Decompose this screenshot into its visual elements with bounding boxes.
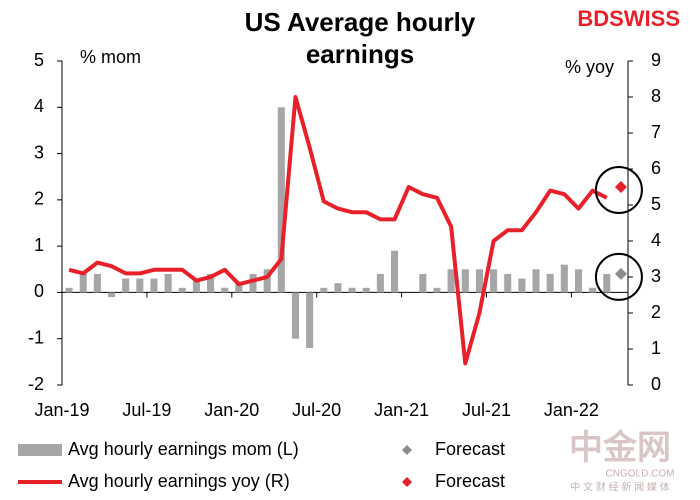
bar <box>164 273 172 293</box>
bar <box>419 273 427 293</box>
y-tick-label: 4 <box>34 96 44 116</box>
bar <box>461 269 469 293</box>
bar <box>390 250 399 293</box>
bar <box>207 273 215 293</box>
y-tick-label: -2 <box>28 374 44 394</box>
bar <box>504 273 512 293</box>
forecast-marker <box>614 181 627 193</box>
x-tick-label: Jan-22 <box>544 400 599 420</box>
legend-label: Avg hourly earnings mom (L) <box>68 439 299 459</box>
y-tick-label: -1 <box>28 327 44 347</box>
bar <box>490 269 498 293</box>
x-tick-label: Jul-19 <box>122 400 171 420</box>
bar <box>433 287 441 293</box>
y2-axis-label: % yoy <box>565 57 614 77</box>
forecast-marker <box>614 267 627 280</box>
bar <box>603 273 611 293</box>
bar <box>320 287 328 293</box>
bar <box>263 269 271 293</box>
bar <box>334 283 342 293</box>
bar <box>150 278 158 293</box>
legend-label: Forecast <box>435 439 505 459</box>
bar <box>277 107 285 293</box>
bar <box>376 273 384 293</box>
bar <box>235 283 243 293</box>
bar <box>178 287 186 293</box>
bar <box>560 264 568 293</box>
watermark: CNGOLD.COM <box>606 469 675 480</box>
bar <box>532 269 540 293</box>
legend-swatch <box>18 444 62 456</box>
bar <box>574 269 583 293</box>
legend-swatch <box>402 477 412 487</box>
watermark: 中金网 <box>569 428 671 467</box>
y2-tick-label: 3 <box>651 266 661 286</box>
bar <box>291 292 300 339</box>
y-axis-label: % mom <box>80 47 141 67</box>
bar <box>107 292 116 298</box>
watermark: 中 文 财 经 新 闻 媒 体 <box>570 481 669 494</box>
bar <box>447 269 455 293</box>
legend-label: Forecast <box>435 471 505 491</box>
line <box>68 95 608 366</box>
highlight-circle <box>594 252 643 301</box>
bar <box>249 273 257 293</box>
x-tick-label: Jul-20 <box>292 400 341 420</box>
bar <box>136 278 144 293</box>
x-tick-label: Jul-21 <box>462 400 511 420</box>
bar <box>348 287 356 293</box>
y-tick-label: 2 <box>34 189 44 209</box>
bar <box>518 278 526 293</box>
y-tick-label: 5 <box>34 50 44 70</box>
bar <box>546 273 554 293</box>
bar <box>122 278 130 293</box>
y2-tick-label: 6 <box>651 158 661 178</box>
bar <box>79 273 87 293</box>
y2-tick-label: 2 <box>651 302 661 322</box>
y2-tick-label: 1 <box>651 338 661 358</box>
bar <box>475 269 483 293</box>
highlight-circle <box>594 166 643 214</box>
y2-tick-label: 0 <box>651 374 661 394</box>
y-tick-label: 3 <box>34 142 44 162</box>
y2-tick-label: 4 <box>651 230 661 250</box>
bar <box>306 292 314 348</box>
x-tick-label: Jan-19 <box>34 400 89 420</box>
chart-title: US Average hourly earnings <box>244 7 476 69</box>
logo: BDSWISS <box>577 6 680 31</box>
bar <box>221 287 229 293</box>
bar <box>93 273 101 293</box>
bar <box>362 287 370 293</box>
bar <box>65 287 73 293</box>
x-tick-label: Jan-21 <box>374 400 429 420</box>
x-tick-label: Jan-20 <box>204 400 259 420</box>
bar <box>589 287 597 293</box>
y2-tick-label: 5 <box>651 194 661 214</box>
bar <box>192 278 200 293</box>
y2-tick-label: 8 <box>651 86 661 106</box>
y-tick-label: 1 <box>34 235 44 255</box>
legend-label: Avg hourly earnings yoy (R) <box>68 471 290 491</box>
y-tick-label: 0 <box>34 281 44 301</box>
y2-tick-label: 9 <box>651 50 661 70</box>
legend-swatch <box>402 445 412 455</box>
y2-tick-label: 7 <box>651 122 661 142</box>
